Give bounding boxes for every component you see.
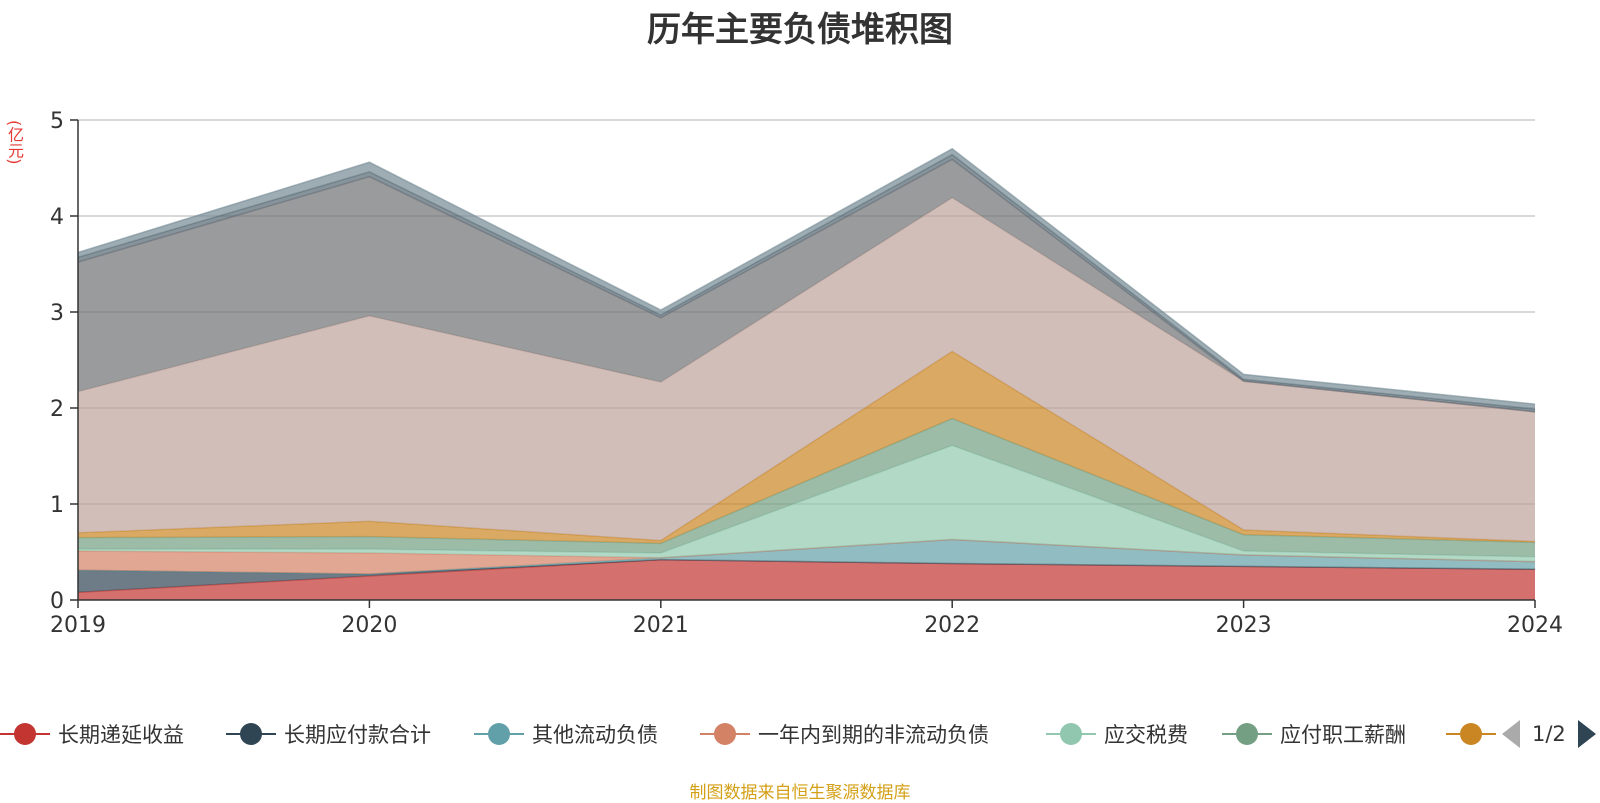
y-tick-label: 3 <box>50 301 64 326</box>
stacked-area-chart: 0 1 2 3 4 5 2019 2020 2021 2022 2023 2024 <box>50 109 1563 638</box>
legend-marker-icon <box>1222 714 1272 754</box>
legend-next-page-icon[interactable] <box>1577 720 1596 748</box>
legend-item[interactable]: 一年内到期的非流动负债 <box>700 714 989 754</box>
y-axis-unit-label: (亿元) <box>5 120 24 165</box>
legend-item[interactable]: 其他流动负债 <box>474 714 658 754</box>
y-tick-label: 2 <box>50 397 64 422</box>
area-series-3 <box>78 539 1535 575</box>
y-tick-label: 1 <box>50 493 64 518</box>
y-tick-label: 0 <box>50 589 64 614</box>
area-series-6 <box>78 351 1535 544</box>
legend-item[interactable]: 长期递延收益 <box>0 714 184 754</box>
legend-pager: 1/2 <box>1502 714 1596 754</box>
area-series-1 <box>78 559 1535 593</box>
area-series-2 <box>78 539 1535 575</box>
legend: 长期递延收益 长期应付款合计 其他流动负债 一年内到期的非流动负债 应交税费 应付职工薪酬 <box>0 714 1600 754</box>
legend-page-indicator: 1/2 <box>1532 722 1566 746</box>
x-tick-label: 2021 <box>633 613 689 638</box>
area-series-5 <box>78 418 1535 557</box>
area-series-4 <box>78 445 1535 562</box>
legend-item[interactable] <box>1446 714 1496 754</box>
chart-title: 历年主要负债堆积图 <box>647 10 953 50</box>
legend-marker-icon <box>0 714 50 754</box>
area-series-line-10 <box>77 147 1536 405</box>
legend-marker-icon <box>1446 714 1496 754</box>
x-tick-label: 2023 <box>1216 613 1272 638</box>
legend-marker-icon <box>226 714 276 754</box>
data-source-note: 制图数据来自恒生聚源数据库 <box>689 783 911 803</box>
legend-label: 其他流动负债 <box>532 723 658 747</box>
legend-label: 应付职工薪酬 <box>1280 723 1406 747</box>
legend-label: 长期递延收益 <box>58 723 184 747</box>
x-tick-label: 2022 <box>924 613 980 638</box>
legend-prev-page-icon[interactable] <box>1502 720 1520 748</box>
legend-item[interactable]: 应付职工薪酬 <box>1222 714 1406 754</box>
y-tick-label: 5 <box>50 109 64 134</box>
x-tick-label: 2020 <box>341 613 397 638</box>
y-tick-label: 4 <box>50 205 64 230</box>
x-tick-label: 2019 <box>50 613 106 638</box>
legend-label: 应交税费 <box>1104 723 1188 747</box>
legend-label: 一年内到期的非流动负债 <box>758 723 989 747</box>
legend-label: 长期应付款合计 <box>284 723 431 747</box>
legend-item[interactable]: 应交税费 <box>1046 714 1188 754</box>
legend-marker-icon <box>700 714 750 754</box>
legend-item[interactable]: 长期应付款合计 <box>226 714 431 754</box>
area-series-7 <box>78 197 1535 542</box>
legend-marker-icon <box>474 714 524 754</box>
x-tick-label: 2024 <box>1507 613 1563 638</box>
area-series-8 <box>78 159 1535 412</box>
legend-marker-icon <box>1046 714 1096 754</box>
area-series-0 <box>78 559 1535 600</box>
